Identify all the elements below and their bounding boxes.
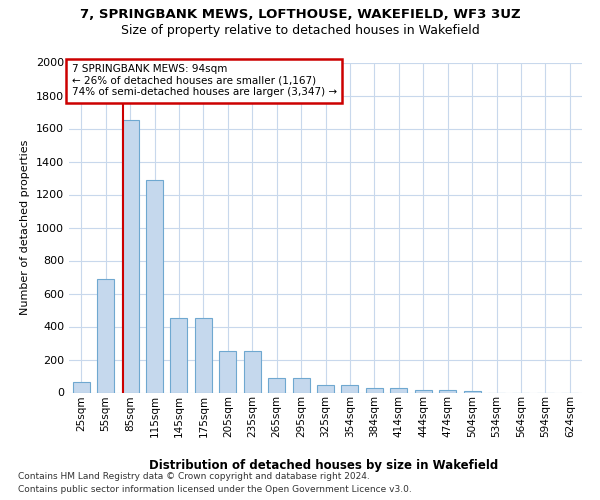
Bar <box>146 180 163 392</box>
Text: 7 SPRINGBANK MEWS: 94sqm
← 26% of detached houses are smaller (1,167)
74% of sem: 7 SPRINGBANK MEWS: 94sqm ← 26% of detach… <box>71 64 337 98</box>
Bar <box>317 384 334 392</box>
Text: Contains HM Land Registry data © Crown copyright and database right 2024.: Contains HM Land Registry data © Crown c… <box>18 472 370 481</box>
Bar <box>219 351 236 393</box>
Text: Size of property relative to detached houses in Wakefield: Size of property relative to detached ho… <box>121 24 479 37</box>
Bar <box>73 382 90 392</box>
Bar <box>170 318 187 392</box>
Text: Distribution of detached houses by size in Wakefield: Distribution of detached houses by size … <box>149 460 499 472</box>
Bar <box>97 278 114 392</box>
Bar <box>268 378 285 392</box>
Bar <box>244 351 261 393</box>
Bar <box>415 390 432 392</box>
Text: 7, SPRINGBANK MEWS, LOFTHOUSE, WAKEFIELD, WF3 3UZ: 7, SPRINGBANK MEWS, LOFTHOUSE, WAKEFIELD… <box>80 8 520 20</box>
Bar <box>293 378 310 392</box>
Bar <box>122 120 139 392</box>
Bar <box>439 390 456 392</box>
Bar <box>195 318 212 392</box>
Bar <box>366 388 383 392</box>
Bar <box>341 384 358 392</box>
Text: Contains public sector information licensed under the Open Government Licence v3: Contains public sector information licen… <box>18 484 412 494</box>
Bar <box>390 388 407 392</box>
Y-axis label: Number of detached properties: Number of detached properties <box>20 140 31 315</box>
